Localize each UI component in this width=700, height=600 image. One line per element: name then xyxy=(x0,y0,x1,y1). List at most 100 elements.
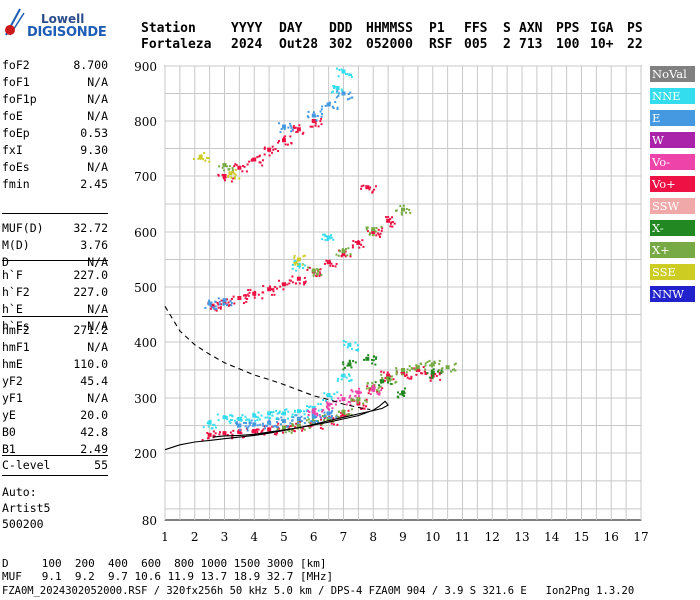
echo-point xyxy=(375,389,378,392)
auto-code: 500200 xyxy=(2,517,44,531)
echo-point xyxy=(278,411,281,414)
echo-point xyxy=(323,233,326,236)
echo-point xyxy=(223,431,226,434)
echo-point xyxy=(376,232,379,235)
echo-point xyxy=(317,421,320,424)
echo-point xyxy=(335,414,338,417)
echo-point xyxy=(342,409,345,412)
param-value: 2.45 xyxy=(80,177,108,191)
param-name: h`F xyxy=(2,268,23,282)
echo-point xyxy=(248,291,251,294)
echo-point xyxy=(311,125,314,128)
echo-point xyxy=(375,356,378,359)
trace-dashed xyxy=(164,306,371,411)
echo-point xyxy=(244,297,247,300)
legend-item-ssw: SSW xyxy=(650,198,695,214)
echo-point xyxy=(356,242,359,245)
echo-point xyxy=(424,368,427,371)
echo-point xyxy=(277,418,280,421)
echo-point xyxy=(360,187,363,190)
echo-point xyxy=(282,288,285,291)
echo-point xyxy=(225,165,228,168)
echo-point xyxy=(391,383,394,386)
echo-point xyxy=(276,431,279,434)
echo-point xyxy=(318,274,321,277)
echo-point xyxy=(253,296,256,299)
echo-point xyxy=(367,354,370,357)
echo-point xyxy=(354,341,357,344)
echo-point xyxy=(352,399,355,402)
echo-point xyxy=(308,411,311,414)
echo-point xyxy=(317,125,320,128)
echo-point xyxy=(290,431,293,434)
echo-point xyxy=(316,268,319,271)
echo-point xyxy=(378,393,381,396)
echo-point xyxy=(391,225,394,228)
param-row: hmF2 271.2 xyxy=(2,323,108,340)
echo-point xyxy=(314,115,317,118)
echo-point xyxy=(347,362,352,367)
echo-point xyxy=(404,387,407,390)
echo-point xyxy=(310,420,313,423)
echo-point xyxy=(280,128,283,131)
echo-point xyxy=(439,378,442,381)
header-value-4: 052000 xyxy=(366,37,413,52)
echo-point xyxy=(349,91,352,94)
echo-point xyxy=(368,233,371,236)
x-tick-label: 5 xyxy=(280,530,288,544)
echo-point xyxy=(257,293,260,296)
echo-point xyxy=(291,281,294,284)
param-value: 20.0 xyxy=(80,408,108,422)
echo-point xyxy=(331,419,334,422)
echo-point xyxy=(380,229,383,232)
echo-point xyxy=(244,425,247,428)
echo-point xyxy=(403,392,406,395)
echo-point xyxy=(336,423,339,426)
echo-point xyxy=(418,369,421,372)
echo-point xyxy=(415,364,418,367)
echo-point xyxy=(286,425,289,428)
echo-point xyxy=(428,376,431,379)
echo-point xyxy=(303,413,306,416)
echo-point xyxy=(219,306,222,309)
echo-point xyxy=(301,132,304,135)
echo-point xyxy=(331,407,334,410)
echo-point xyxy=(320,115,323,118)
header-label-10: IGA xyxy=(590,21,614,36)
echo-point xyxy=(355,349,358,352)
echo-point xyxy=(312,272,315,275)
echo-point xyxy=(399,393,402,396)
echo-point xyxy=(347,247,350,250)
echo-point xyxy=(452,368,455,371)
echo-point xyxy=(446,365,449,368)
echo-point xyxy=(330,416,333,419)
echo-point xyxy=(454,362,457,365)
echo-point xyxy=(223,179,226,182)
echo-point xyxy=(330,395,333,398)
echo-point xyxy=(334,101,337,104)
echo-point xyxy=(289,124,292,127)
echo-point xyxy=(363,407,366,410)
echo-point xyxy=(320,108,323,111)
echo-point xyxy=(277,422,280,425)
echo-point xyxy=(234,163,237,166)
echo-point xyxy=(380,225,383,228)
echo-point xyxy=(282,412,285,415)
echo-point xyxy=(276,426,279,429)
footer-file-info: FZA0M_2024302052000.RSF / 320fx256h 50 k… xyxy=(2,585,635,597)
header-label-8: AXN xyxy=(519,21,543,36)
echo-point xyxy=(393,222,396,225)
echo-point xyxy=(315,275,318,278)
echo-point xyxy=(356,344,359,347)
echo-point xyxy=(331,105,334,108)
auto-label: Auto: xyxy=(2,485,37,499)
legend-item-e: E xyxy=(650,110,695,126)
echo-point xyxy=(282,282,286,287)
echo-point xyxy=(220,299,223,302)
echo-point xyxy=(291,263,294,266)
echo-point xyxy=(198,154,203,159)
echo-point xyxy=(246,293,249,296)
echo-point xyxy=(309,425,312,428)
echo-point xyxy=(219,307,222,310)
echo-point xyxy=(352,240,355,243)
